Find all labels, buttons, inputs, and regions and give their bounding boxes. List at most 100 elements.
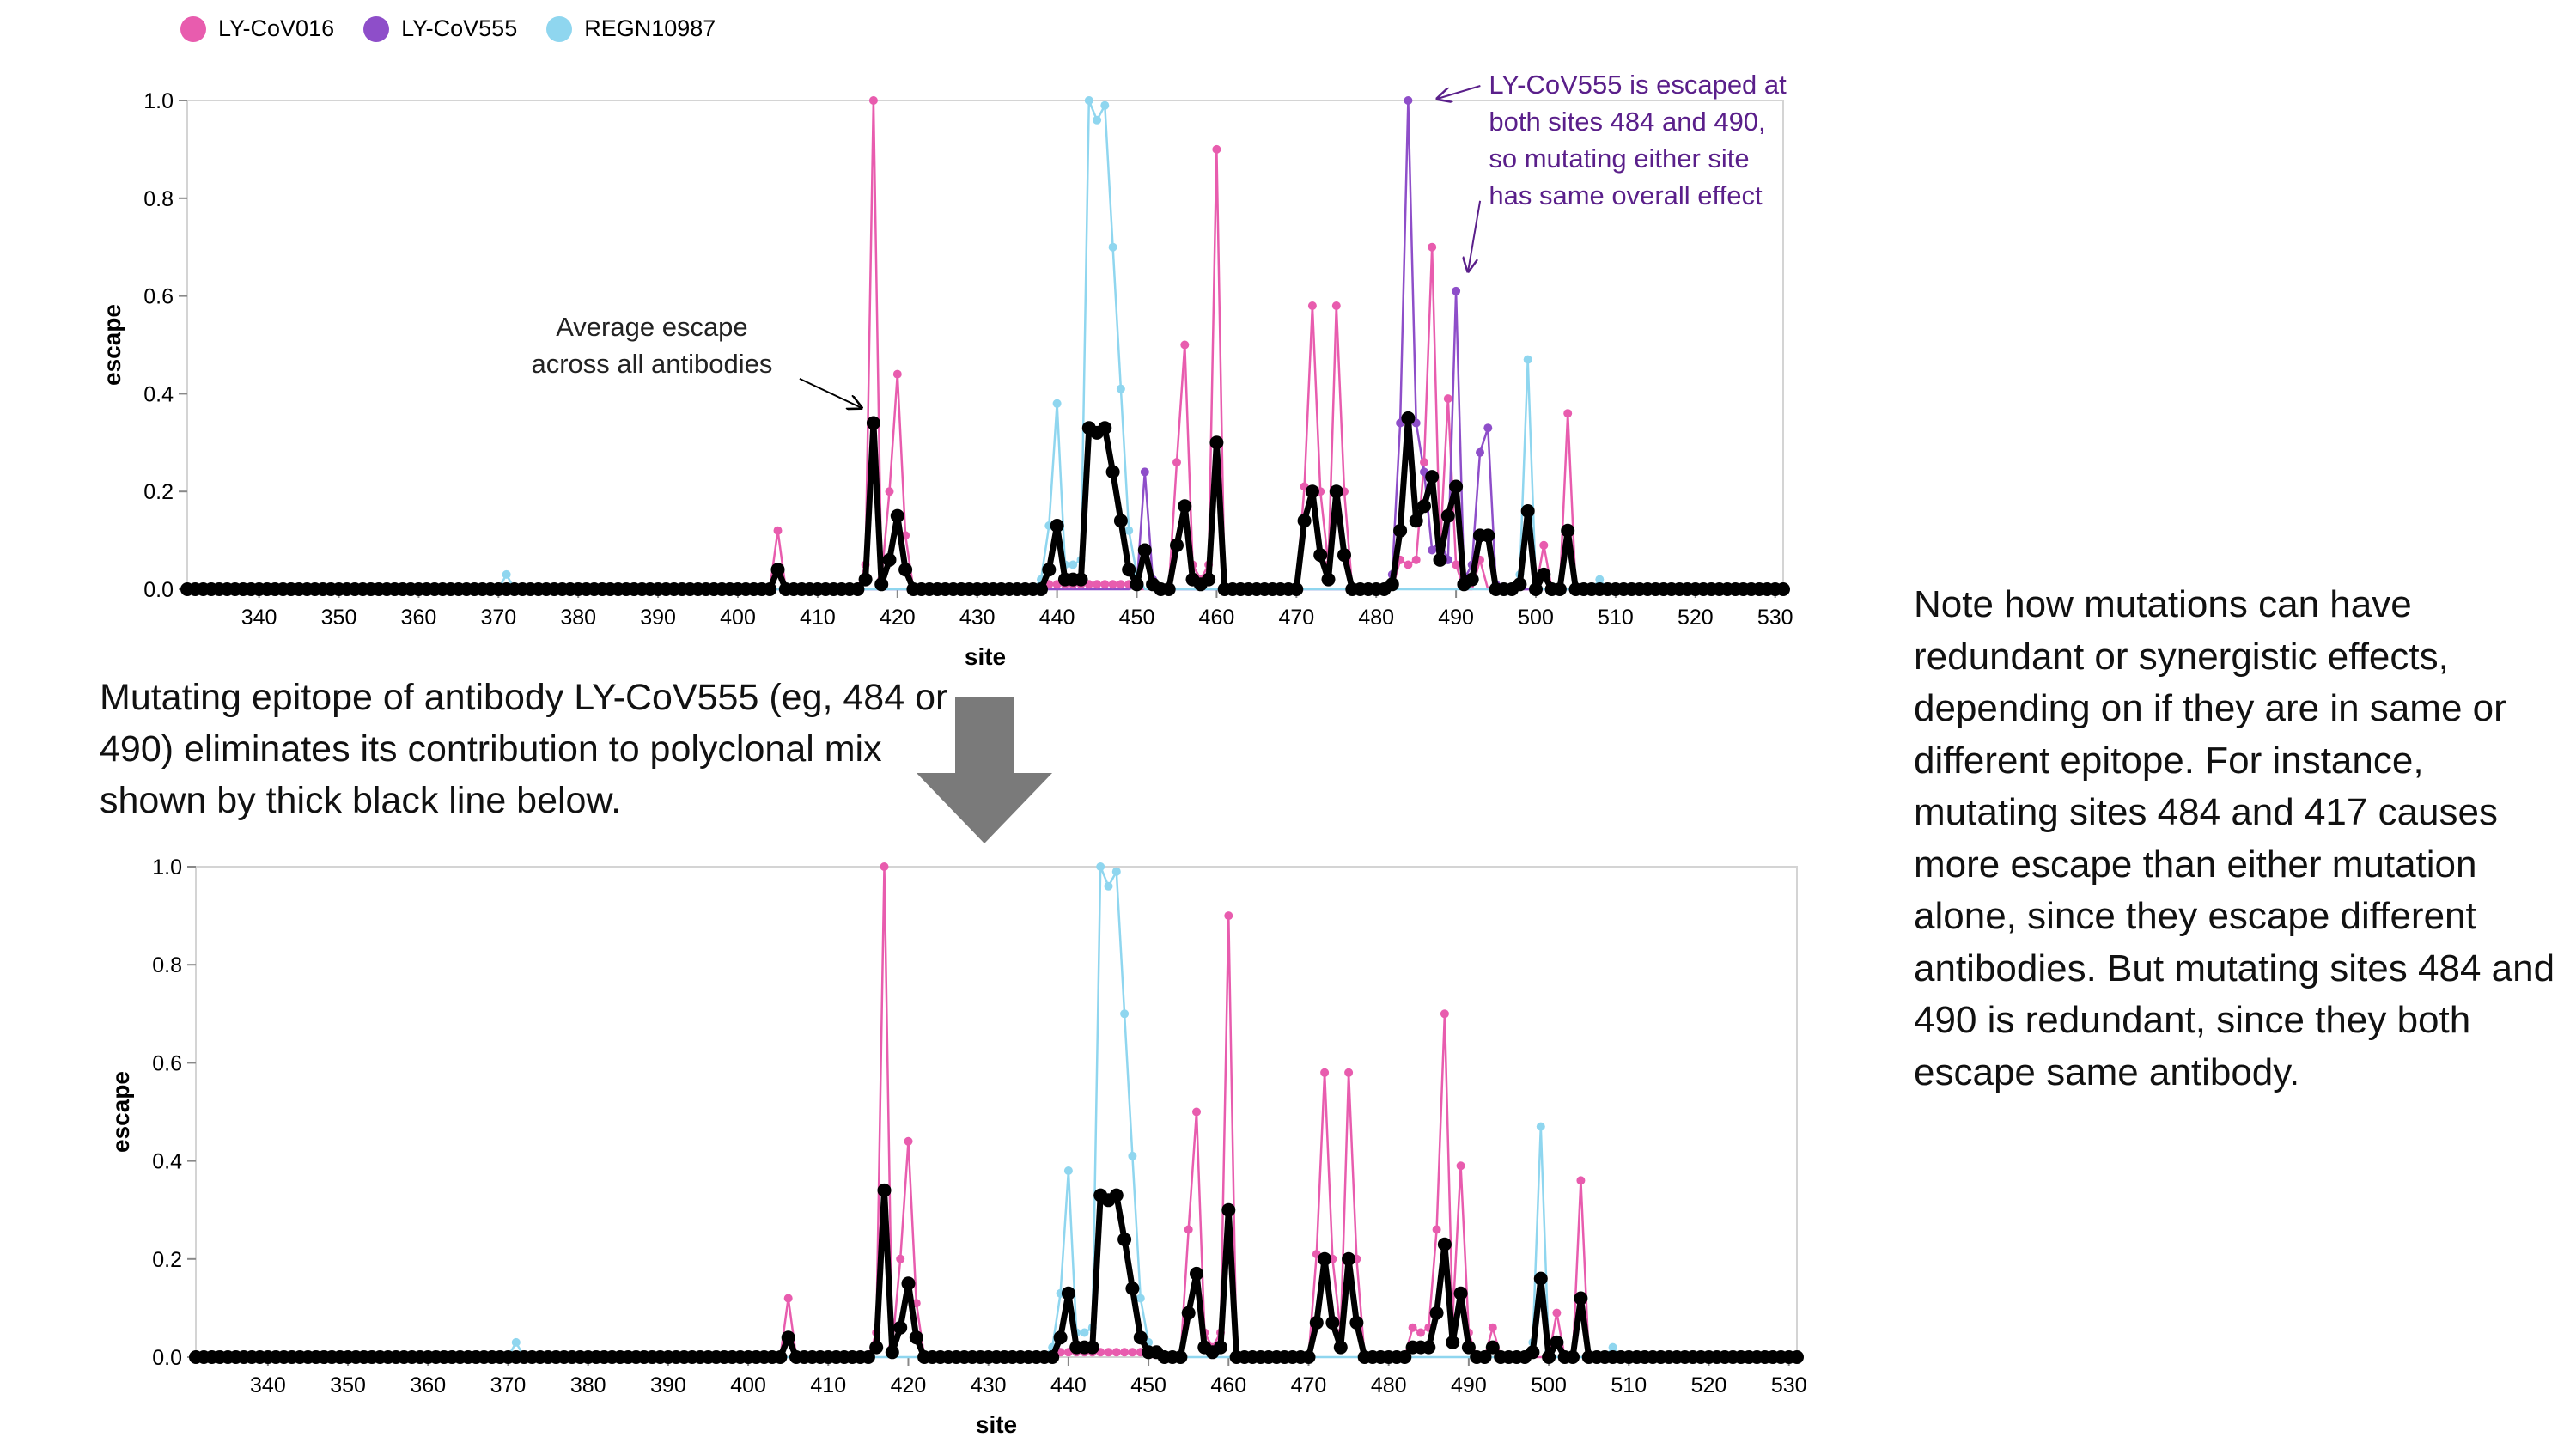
average-escape-point [1137,543,1152,557]
data-point-ly-cov016 [1172,458,1181,467]
data-point-ly-cov016 [1420,458,1428,467]
average-escape-point [1321,572,1336,587]
data-point-ly-cov016 [1120,1348,1130,1357]
average-escape-point [1034,582,1048,596]
average-escape-point [1329,484,1343,499]
average-escape-point [901,1276,916,1291]
average-escape-point [1309,1316,1324,1330]
data-point-ly-cov016 [885,487,894,496]
average-escape-point [850,582,865,596]
annotation-text-ly-cov555: so mutating either site [1489,143,1749,174]
y-tick-label: 0.0 [143,578,174,602]
x-tick-label: 380 [560,606,596,630]
x-tick-label: 390 [650,1373,686,1397]
chart-top: 0.0 0.2 0.4 0.6 0.8 1.0 340 350 360 370 380 390 400 4… [99,70,1793,670]
average-escape-point [1202,572,1216,587]
data-point-ly-cov016 [1552,1308,1562,1318]
data-point-ly-cov016 [1192,1107,1201,1117]
average-escape-point [1385,577,1399,592]
average-escape-point [1485,1340,1500,1355]
y-tick-label: 0.2 [152,1248,182,1272]
average-escape-point [861,1350,875,1364]
data-point-ly-cov016 [1416,1328,1425,1337]
x-tick-label: 460 [1210,1373,1246,1397]
plot-frame [186,100,1784,590]
data-point-ly-cov016 [783,1294,793,1303]
average-escape-point [1465,572,1479,587]
y-tick-label: 0.4 [152,1150,182,1174]
data-point-regn10987 [1128,1151,1137,1160]
data-point-ly-cov016 [1576,1176,1586,1185]
average-escape-line [184,415,1787,593]
x-tick-label: 490 [1438,606,1474,630]
average-escape-point [885,1345,899,1360]
x-tick-label: 370 [490,1373,527,1397]
annotation-text-ly-cov555: LY-CoV555 is escaped at [1489,70,1787,100]
data-point-ly-cov016 [1428,242,1437,252]
data-point-ly-cov016 [1307,301,1317,310]
x-tick-label: 530 [1757,606,1793,630]
average-escape-point [1173,1350,1188,1364]
data-point-ly-cov016 [1212,144,1221,154]
legend: LY-CoV016 LY-CoV555 REGN10987 [180,15,716,42]
average-escape-point [1393,523,1408,538]
data-point-ly-cov016 [880,862,889,871]
x-tick-label: 400 [730,1373,766,1397]
data-point-ly-cov016 [1100,580,1110,589]
middle-note: Mutating epitope of antibody LY-CoV555 (… [100,677,948,821]
data-point-ly-cov016 [1128,1348,1137,1357]
x-tick-label: 370 [480,606,516,630]
x-axis-title: site [965,643,1006,670]
x-tick-label: 420 [891,1373,927,1397]
chart-bottom: 0.0 0.2 0.4 0.6 0.8 1.0 340 350 360 370 380 390 400 4… [107,855,1807,1438]
average-escape-point [1349,1316,1364,1330]
legend-item-ly-cov016: LY-CoV016 [180,15,334,42]
x-tick-label: 530 [1771,1373,1807,1397]
annotation-arrow-484 [1437,85,1481,99]
data-point-ly-cov016 [1331,301,1341,310]
annotation-text-ly-cov555: has same overall effect [1489,180,1763,210]
average-escape-point [1045,1350,1060,1364]
average-escape-point [869,1340,884,1355]
data-point-ly-cov016 [1411,555,1421,564]
data-point-regn10987 [1100,100,1110,110]
legend-label-ly-cov016: LY-CoV016 [218,15,335,41]
average-escape-point [1449,479,1464,494]
average-escape-point [1133,1330,1148,1345]
average-escape-point [1125,1282,1140,1296]
average-escape-point [1085,1340,1099,1355]
legend-label-ly-cov555: LY-CoV555 [401,15,518,41]
series-line-ly-cov555 [186,99,1785,591]
average-escape-point [877,1183,892,1197]
data-point-ly-cov016 [1563,409,1573,418]
x-tick-label: 420 [880,606,916,630]
data-point-ly-cov016 [1184,1225,1193,1234]
x-tick-label: 510 [1598,606,1634,630]
x-tick-label: 520 [1691,1373,1727,1397]
data-point-ly-cov016 [892,369,902,379]
data-point-ly-cov016 [1539,540,1549,550]
x-tick-label: 410 [810,1373,846,1397]
data-point-ly-cov016 [868,96,878,105]
x-tick-label: 390 [640,606,676,630]
data-point-ly-cov555 [1483,423,1493,433]
data-point-regn10987 [1093,115,1102,125]
x-tick-label: 430 [959,606,996,630]
data-point-regn10987 [1536,1122,1545,1131]
average-escape-point [858,572,873,587]
average-escape-point [1305,484,1319,499]
x-tick-label: 480 [1371,1373,1407,1397]
data-point-regn10987 [1084,96,1093,105]
data-point-regn10987 [1069,560,1078,569]
legend-label-regn10987: REGN10987 [584,15,716,41]
average-escape-point [1061,1286,1075,1300]
legend-swatch-regn10987 [546,15,573,42]
x-tick-label: 450 [1130,1373,1166,1397]
data-point-ly-cov016 [1116,580,1125,589]
data-point-regn10987 [1063,1166,1073,1175]
average-escape-point [1437,1237,1452,1251]
data-point-ly-cov016 [1443,394,1452,404]
data-point-regn10987 [511,1337,521,1347]
legend-item-regn10987: REGN10987 [546,15,716,42]
